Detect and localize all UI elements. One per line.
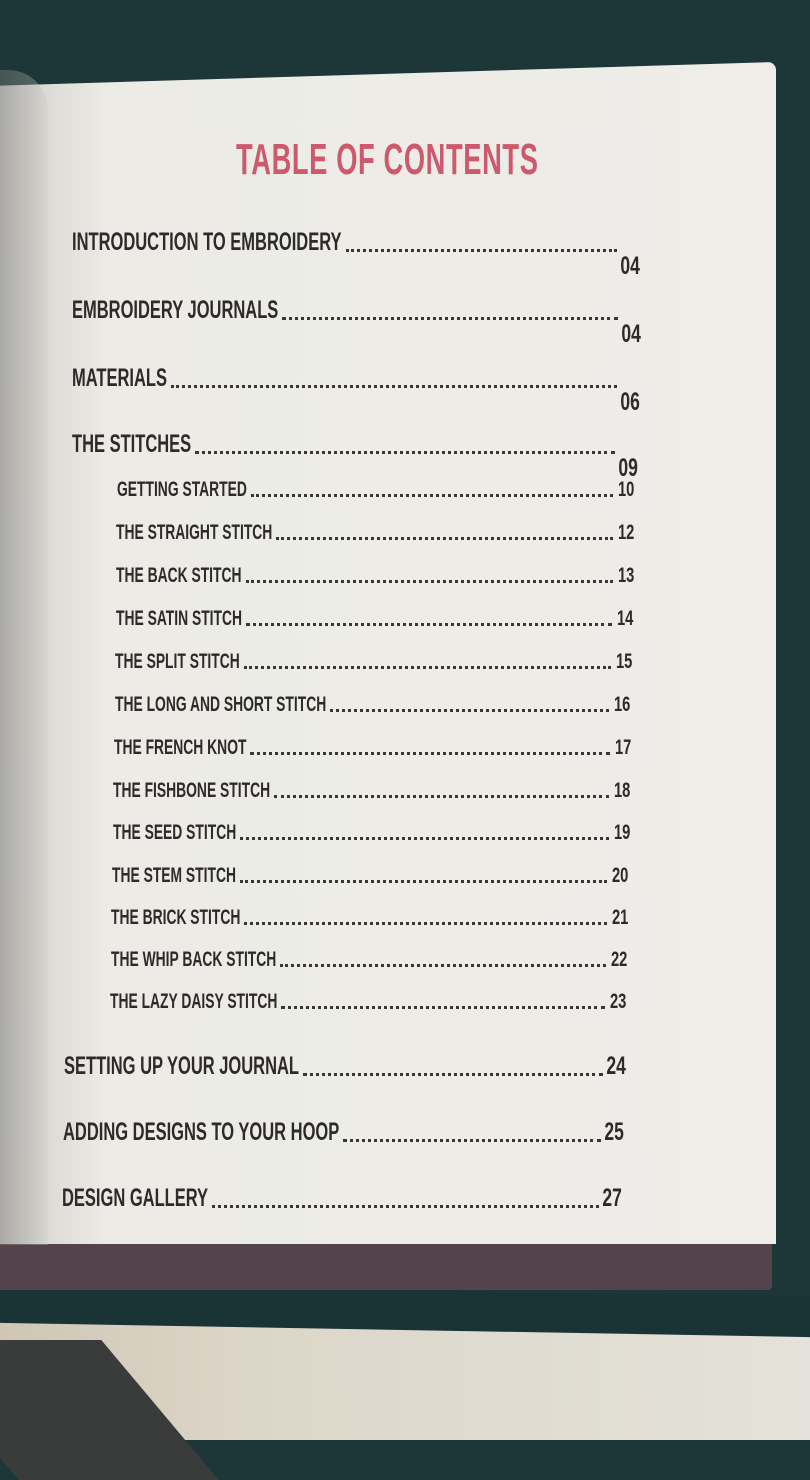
dot-leader [330,709,610,712]
toc-entry: THE STEM STITCH 20 [112,864,628,888]
dot-leader [245,580,614,583]
toc-entry: THE SPLIT STITCH 15 [115,650,632,674]
toc-entry: MATERIALS 06 [72,364,640,416]
toc-entry: THE WHIP BACK STITCH 22 [111,948,627,972]
toc-entry-label: THE LONG AND SHORT STITCH [115,693,327,716]
toc-entry: THE BACK STITCH 13 [116,564,634,588]
toc-entry-label: THE BRICK STITCH [111,906,241,929]
toc-entry: GETTING STARTED 10 [117,478,634,502]
toc-entry-label: ADDING DESIGNS TO YOUR HOOP [63,1118,340,1146]
toc-entry: THE FRENCH KNOT 17 [114,736,631,760]
toc-entry-page: 14 [616,607,633,630]
toc-entry: DESIGN GALLERY 27 [62,1184,622,1213]
toc-entry: THE SEED STITCH 19 [113,821,630,845]
dot-leader [239,880,608,883]
toc-entry: THE STITCHES 09 [72,430,638,482]
toc-entry: THE STRAIGHT STITCH 12 [116,521,634,545]
toc-entry-page: 12 [617,521,634,544]
dot-leader [282,317,618,320]
dot-leader [343,1139,601,1142]
toc-entry-page: 04 [621,320,641,348]
toc-entry-page: 13 [617,564,634,587]
toc-entry-label: THE SPLIT STITCH [115,650,240,673]
dot-leader [171,385,617,388]
toc-entry-page: 17 [614,736,631,759]
toc-entry-page: 19 [613,821,630,844]
toc-entry-page: 06 [620,388,640,416]
toc-entry-page: 15 [615,650,632,673]
toc-entry-label: THE LAZY DAISY STITCH [110,990,278,1013]
toc-entry: THE BRICK STITCH 21 [111,906,628,930]
dot-leader [345,249,617,252]
dot-leader [274,795,610,798]
toc-entry-page: 18 [613,779,630,802]
dot-leader [250,752,611,755]
toc-entry-page: 24 [606,1052,626,1080]
toc-entry-page: 21 [611,906,628,929]
toc-entry: EMBROIDERY JOURNALS 04 [72,296,641,348]
toc-entry-page: 25 [604,1118,624,1146]
toc-entry-page: 04 [620,252,640,280]
dot-leader [212,1205,599,1208]
toc-entry-label: THE SEED STITCH [113,821,237,844]
toc-entry-page: 22 [610,948,627,971]
dot-leader [250,494,614,497]
toc-entry-label: SETTING UP YOUR JOURNAL [64,1052,300,1080]
toc-entry-label: GETTING STARTED [117,478,247,501]
dot-leader [246,623,613,626]
dot-leader [240,837,610,840]
page-footer-band [0,1240,772,1290]
toc-entry-page: 10 [617,478,634,501]
toc-entry-label: THE STRAIGHT STITCH [116,521,273,544]
toc-entry-label: THE BACK STITCH [116,564,242,587]
toc-entry: INTRODUCTION TO EMBROIDERY 04 [72,228,640,280]
toc-entry-label: THE SATIN STITCH [116,607,243,630]
toc-entry: ADDING DESIGNS TO YOUR HOOP 25 [63,1118,624,1147]
dot-leader [195,451,615,454]
dot-leader [243,666,612,669]
toc-entry: THE FISHBONE STITCH 18 [113,779,630,803]
dot-leader [276,537,614,540]
toc-entry-page: 16 [613,693,630,716]
toc-entry-label: THE FISHBONE STITCH [113,779,271,802]
toc-entry-label: DESIGN GALLERY [62,1184,209,1212]
dot-leader [281,1006,606,1009]
toc-entry-page: 27 [602,1184,622,1212]
toc-entry-label: THE WHIP BACK STITCH [111,948,277,971]
toc-entry: THE LONG AND SHORT STITCH 16 [115,693,630,717]
toc-entry-label: THE FRENCH KNOT [114,736,247,759]
toc-entry: THE LAZY DAISY STITCH 23 [110,990,626,1014]
toc-entry: THE SATIN STITCH 14 [116,607,633,631]
toc-entry: SETTING UP YOUR JOURNAL 24 [64,1052,626,1081]
toc-entry-label: EMBROIDERY JOURNALS [72,296,279,324]
toc-entry-page: 09 [618,454,638,482]
toc-entry-label: MATERIALS [72,364,168,392]
dot-leader [280,964,607,967]
book-page [0,62,776,1244]
dot-leader [303,1073,603,1076]
toc-entry-page: 20 [611,864,628,887]
toc-entry-label: THE STEM STITCH [112,864,236,887]
toc-entry-label: THE STITCHES [72,430,192,458]
toc-entry-label: INTRODUCTION TO EMBROIDERY [72,228,342,256]
toc-entry-page: 23 [609,990,626,1013]
dot-leader [244,922,608,925]
page-title: TABLE OF CONTENTS [236,135,539,184]
page-curl-shadow [0,70,48,1245]
